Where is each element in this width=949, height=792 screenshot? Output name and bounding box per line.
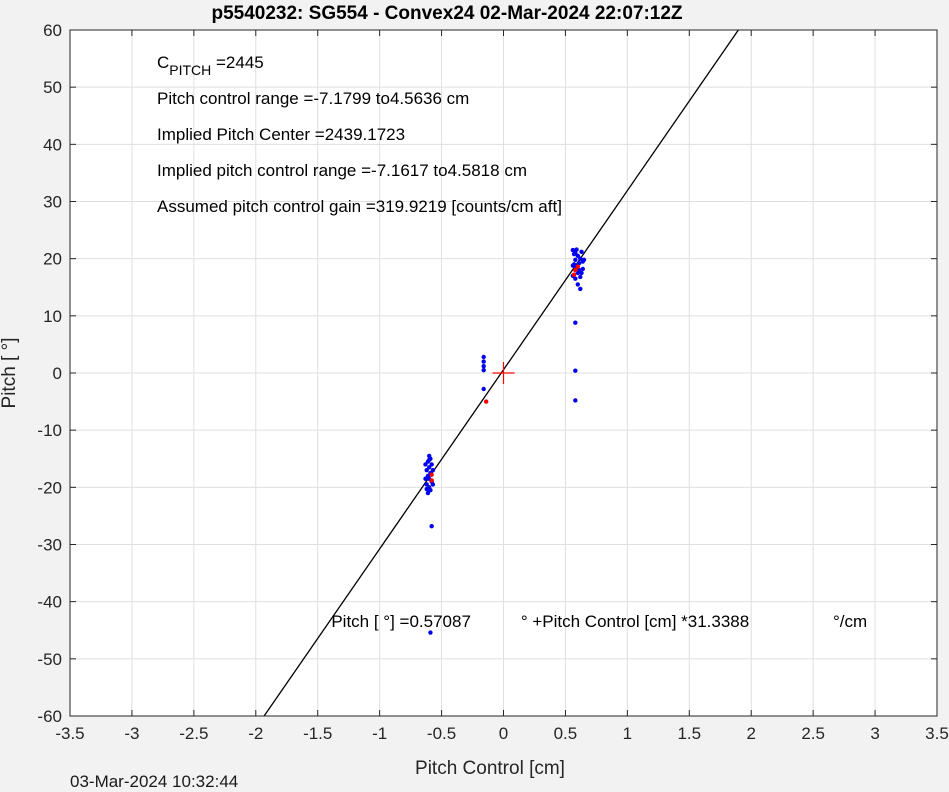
- y-tick-label: 60: [43, 21, 62, 40]
- annotation-line: Pitch control range =-7.1799 to4.5636 cm: [157, 89, 469, 108]
- data-point: [481, 363, 486, 369]
- data-point: [575, 270, 581, 276]
- data-point: [425, 490, 431, 496]
- data-point: [575, 253, 581, 259]
- y-tick-label: 10: [43, 307, 62, 326]
- data-point: [573, 276, 578, 281]
- axis-ticks: -3.5 -3 -2.5 -2 -1.5 -1 -0.5 0 0.5 1 1.5 2 2.5 3 3.5 -6…: [37, 21, 948, 743]
- data-point: [429, 478, 434, 483]
- data-point: [579, 249, 584, 255]
- data-point: [573, 368, 578, 373]
- data-point: [578, 256, 583, 261]
- x-tick-label: -1.5: [303, 724, 332, 743]
- x-tick-label: 1: [623, 724, 632, 743]
- y-tick-label: -30: [37, 536, 62, 555]
- annotation-subscript: PITCH: [169, 62, 211, 78]
- annotations: CPITCH =2445 Pitch control range =-7.1799…: [157, 53, 562, 216]
- data-point: [481, 359, 486, 364]
- data-point: [573, 320, 578, 325]
- data-point: [570, 247, 576, 253]
- x-tick-label: 2.5: [801, 724, 825, 743]
- x-tick-label: 2: [746, 724, 755, 743]
- data-point: [424, 467, 429, 473]
- data-point: [571, 251, 577, 257]
- x-tick-label: 3.5: [925, 724, 949, 743]
- y-tick-label: 30: [43, 193, 62, 212]
- data-point: [426, 465, 432, 470]
- x-tick-label: -2.5: [179, 724, 208, 743]
- data-point: [575, 282, 581, 287]
- data-point: [430, 467, 436, 473]
- x-tick-label: -1: [372, 724, 387, 743]
- y-tick-label: -50: [37, 650, 62, 669]
- data-point: [573, 398, 578, 403]
- data-point: [581, 257, 587, 263]
- y-tick-label: 50: [43, 78, 62, 97]
- x-tick-label: -0.5: [427, 724, 456, 743]
- data-point: [424, 482, 429, 487]
- data-points: [423, 247, 587, 635]
- x-tick-label: 0.5: [554, 724, 578, 743]
- annotation-value: =2445: [211, 53, 263, 72]
- equation-part: Pitch [ °] =0.57087: [331, 612, 471, 631]
- y-tick-label: 20: [43, 250, 62, 269]
- x-tick-label: -3.5: [55, 724, 84, 743]
- data-point: [429, 462, 434, 467]
- data-point: [580, 266, 585, 272]
- y-tick-label: 40: [43, 135, 62, 154]
- annotation-line: Implied pitch control range =-7.1617 to4…: [157, 161, 527, 180]
- data-point: [428, 487, 433, 493]
- data-point: [481, 386, 486, 392]
- equation-part: °/cm: [833, 612, 867, 631]
- annotation-symbol: C: [157, 53, 169, 72]
- annotation-line: CPITCH =2445: [157, 53, 264, 78]
- annotation-line: Implied Pitch Center =2439.1723: [157, 125, 405, 144]
- data-point: [578, 274, 583, 280]
- y-tick-label: 0: [53, 364, 62, 383]
- x-tick-label: 0: [499, 724, 508, 743]
- y-tick-label: -20: [37, 478, 62, 497]
- data-point: [576, 261, 582, 266]
- data-point: [483, 399, 489, 404]
- x-tick-label: 3: [870, 724, 879, 743]
- y-tick-label: -10: [37, 421, 62, 440]
- x-axis-label: Pitch Control [cm]: [415, 758, 565, 779]
- data-point: [575, 264, 581, 269]
- chart-title: p5540232: SG554 - Convex24 02-Mar-2024 2…: [211, 3, 682, 24]
- data-point: [481, 367, 486, 373]
- equation-text: Pitch [ °] =0.57087 ° +Pitch Control [cm]…: [331, 612, 867, 631]
- data-point: [481, 354, 486, 360]
- data-point: [571, 272, 577, 277]
- data-point: [429, 524, 434, 529]
- data-point: [570, 263, 576, 268]
- data-point: [428, 630, 433, 635]
- data-point: [573, 267, 578, 273]
- equation-part: ° +Pitch Control [cm] *31.3388: [521, 612, 749, 631]
- x-tick-label: -2: [248, 724, 263, 743]
- timestamp: 03-Mar-2024 10:32:44: [70, 772, 239, 791]
- data-point: [424, 486, 429, 492]
- y-tick-label: -60: [37, 707, 62, 726]
- data-point: [579, 270, 584, 276]
- data-point: [423, 462, 428, 467]
- data-point: [573, 257, 578, 263]
- center-marker: [492, 362, 515, 384]
- data-point: [423, 476, 428, 481]
- x-tick-label: 1.5: [677, 724, 701, 743]
- data-point: [429, 472, 434, 477]
- data-point: [426, 457, 432, 463]
- x-tick-label: -3: [124, 724, 139, 743]
- data-point: [574, 247, 579, 252]
- data-point: [430, 482, 436, 487]
- y-axis-label: Pitch [ °]: [0, 338, 20, 409]
- y-tick-label: -40: [37, 593, 62, 612]
- data-point: [578, 286, 583, 292]
- annotation-line: Assumed pitch control gain =319.9219 [co…: [157, 197, 562, 216]
